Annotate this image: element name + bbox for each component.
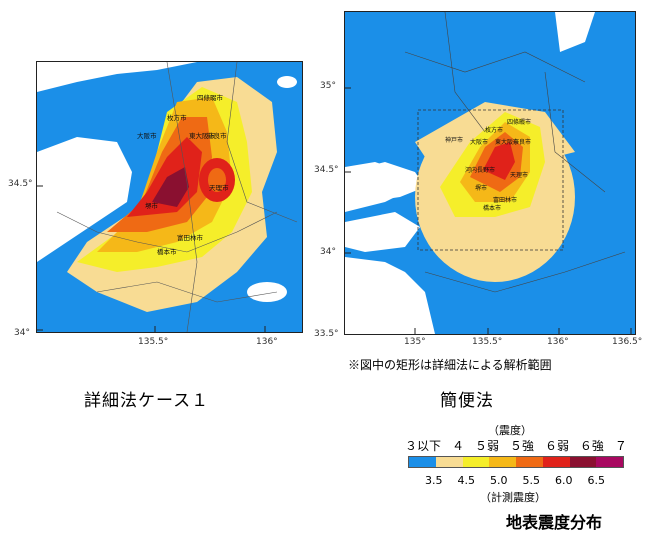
right-place-label: 河内長野市 (465, 166, 495, 174)
left-map-canvas: 四條畷市 大阪市 東大阪市 奈良市 堺市 枚方市 富田林市 橋本市 天理市 (37, 62, 302, 332)
right-lon-tick: 136.5° (612, 337, 643, 347)
legend-intensity-labels: ３以下 ４ ５弱 ５強 ６弱 ６強 ７ (405, 437, 627, 454)
legend-footer: （計測震度） (480, 491, 546, 504)
right-lat-tick: 34.5° (314, 165, 339, 175)
left-place-label: 四條畷市 (197, 93, 224, 102)
instrumental-tick: 3.5 (425, 474, 443, 487)
right-place-label: 富田林市 (493, 196, 517, 204)
right-place-label: 堺市 (475, 184, 487, 192)
left-place-label: 枚方市 (167, 113, 187, 122)
right-map: 四條畷市 大阪市 東大阪市 奈良市 堺市 枚方市 富田林市 橋本市 天理市 神戸… (344, 11, 636, 335)
right-place-label: 大阪市 (470, 138, 488, 146)
instrumental-tick: 6.0 (555, 474, 573, 487)
left-place-label: 奈良市 (207, 131, 227, 140)
left-map-caption: 詳細法ケース１ (84, 391, 210, 411)
color-swatch (489, 457, 516, 467)
instrumental-tick: 5.5 (522, 474, 541, 487)
right-lon-tick: 135.5° (472, 337, 503, 347)
analysis-range-note: ※図中の矩形は詳細法による解析範囲 (348, 358, 552, 372)
intensity-label: ５弱 (474, 439, 499, 453)
intensity-label: ６弱 (544, 439, 569, 453)
color-swatch (542, 457, 570, 467)
color-swatch (569, 457, 597, 467)
left-place-label: 富田林市 (177, 233, 204, 242)
intensity-label: ７ (614, 439, 627, 453)
instrumental-tick: 6.5 (587, 474, 606, 487)
left-place-label: 堺市 (145, 201, 159, 210)
right-lon-tick: 136° (547, 337, 569, 347)
left-lon-tick: 135.5° (138, 337, 169, 347)
left-lat-tick: 34.5° (8, 179, 33, 189)
left-map: 四條畷市 大阪市 東大阪市 奈良市 堺市 枚方市 富田林市 橋本市 天理市 (36, 61, 303, 333)
right-map-caption: 簡便法 (440, 391, 494, 411)
color-swatch (409, 457, 436, 467)
instrumental-tick: 5.0 (490, 474, 508, 487)
left-place-label: 東大阪市 (189, 131, 216, 140)
left-lat-tick: 34° (14, 328, 30, 338)
intensity-label: ６強 (579, 439, 604, 453)
color-swatch (596, 457, 623, 467)
right-place-label: 神戸市 (445, 136, 463, 144)
right-place-label: 四條畷市 (507, 118, 531, 126)
right-map-canvas: 四條畷市 大阪市 東大阪市 奈良市 堺市 枚方市 富田林市 橋本市 天理市 神戸… (345, 12, 635, 334)
intensity-color-scale (408, 456, 624, 468)
left-place-label: 天理市 (209, 183, 229, 192)
color-swatch (516, 457, 543, 467)
figure-title: 地表震度分布 (506, 513, 603, 532)
right-lon-tick: 135° (404, 337, 426, 347)
intensity-label: ３以下 (405, 439, 442, 453)
legend-instrumental-ticks: 3.5 4.5 5.0 5.5 6.0 6.5 (425, 474, 605, 487)
right-place-label: 橋本市 (483, 204, 501, 212)
intensity-label: ４ (451, 439, 464, 453)
legend-header: （震度） (488, 424, 532, 437)
right-lat-tick: 35° (320, 81, 336, 91)
left-lon-tick: 136° (256, 337, 278, 347)
right-place-label: 東大阪市 (495, 138, 519, 146)
instrumental-tick: 4.5 (457, 474, 476, 487)
left-place-label: 大阪市 (137, 131, 157, 140)
intensity-label: ５強 (509, 439, 534, 453)
right-lat-tick: 33.5° (314, 329, 339, 339)
right-lat-tick: 34° (320, 247, 336, 257)
right-place-label: 奈良市 (513, 138, 531, 146)
color-swatch (462, 457, 490, 467)
right-place-label: 天理市 (510, 171, 528, 179)
left-place-label: 橋本市 (157, 247, 177, 256)
right-place-label: 枚方市 (485, 126, 503, 134)
color-swatch (435, 457, 463, 467)
